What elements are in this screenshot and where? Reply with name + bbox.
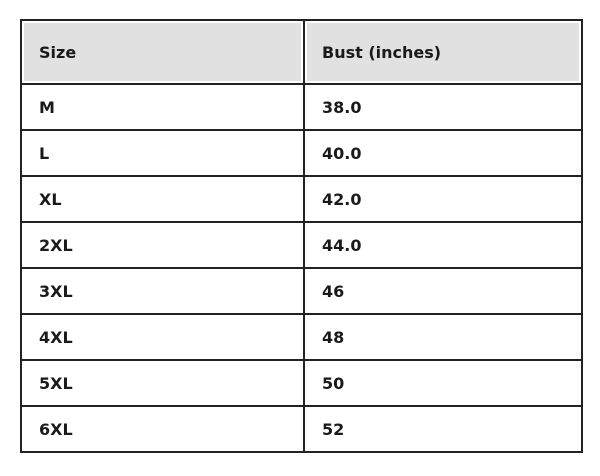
table-row: XL 42.0 (20, 175, 583, 223)
size-cell: XL (20, 175, 305, 223)
size-cell: 2XL (20, 221, 305, 269)
bust-cell: 46 (303, 267, 583, 315)
size-cell: M (20, 83, 305, 131)
table-row: 4XL 48 (20, 313, 583, 361)
table-row: M 38.0 (20, 83, 583, 131)
bust-cell: 48 (303, 313, 583, 361)
table-row: 6XL 52 (20, 405, 583, 453)
bust-cell: 42.0 (303, 175, 583, 223)
bust-cell: 38.0 (303, 83, 583, 131)
size-cell: L (20, 129, 305, 177)
bust-cell: 40.0 (303, 129, 583, 177)
bust-cell: 52 (303, 405, 583, 453)
table-row: 3XL 46 (20, 267, 583, 315)
bust-cell: 50 (303, 359, 583, 407)
size-chart-table: Size Bust (inches) M 38.0 L 40.0 XL 42.0 2XL 44… (20, 19, 583, 453)
header-bust: Bust (inches) (303, 19, 583, 85)
table-row: L 40.0 (20, 129, 583, 177)
header-row: Size Bust (inches) (20, 19, 583, 85)
size-cell: 3XL (20, 267, 305, 315)
size-cell: 4XL (20, 313, 305, 361)
header-size: Size (20, 19, 305, 85)
table-row: 2XL 44.0 (20, 221, 583, 269)
table-row: 5XL 50 (20, 359, 583, 407)
bust-cell: 44.0 (303, 221, 583, 269)
size-cell: 6XL (20, 405, 305, 453)
size-cell: 5XL (20, 359, 305, 407)
